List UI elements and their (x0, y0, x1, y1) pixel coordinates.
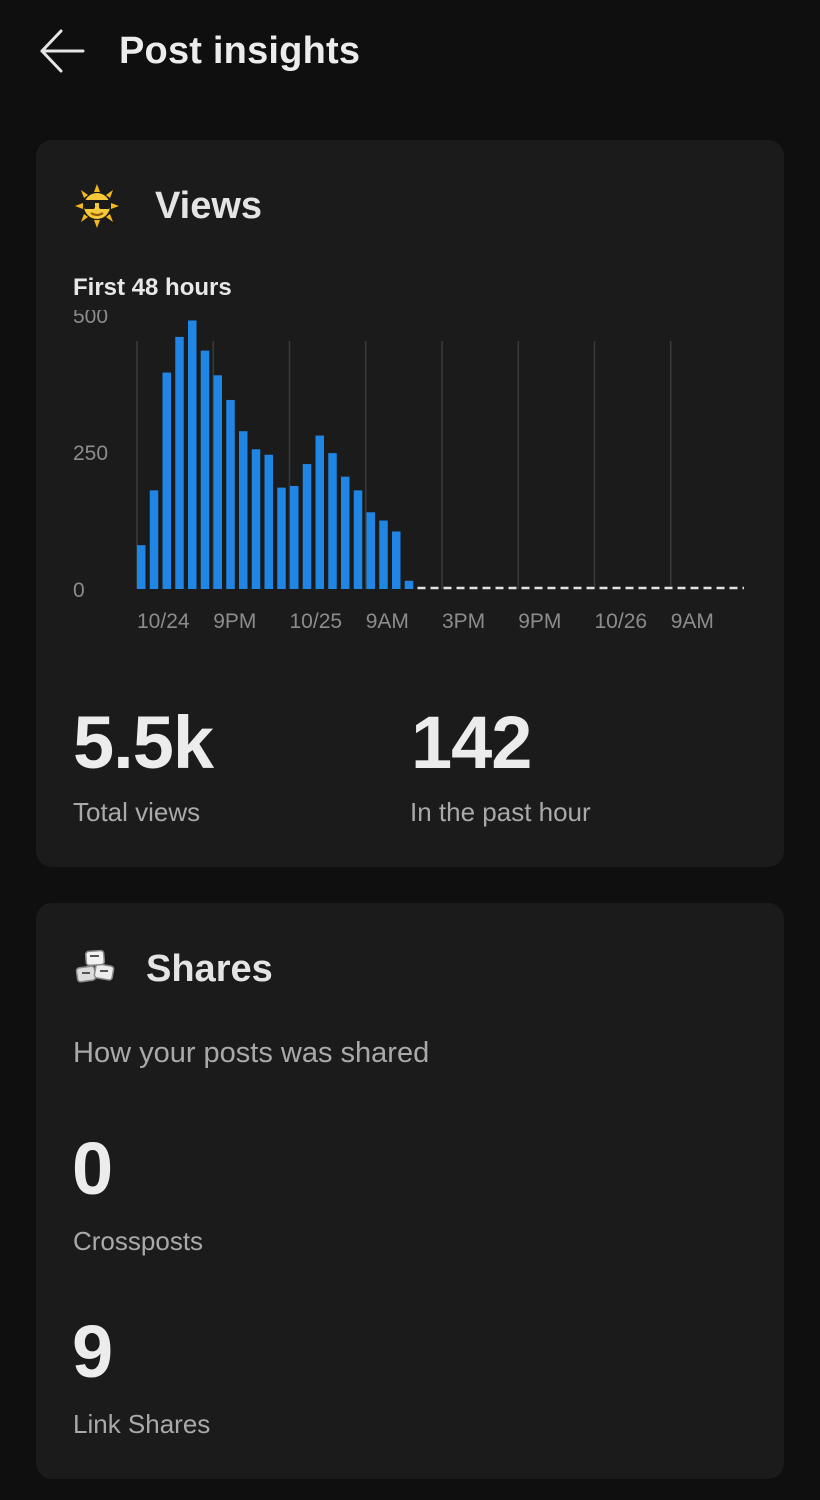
crossposts-label: Crossposts (73, 1226, 204, 1256)
chart-bar (277, 487, 286, 589)
chart-bar (366, 512, 375, 589)
total-views-value: 5.5k (73, 701, 214, 784)
past-hour-views-label: In the past hour (410, 797, 591, 827)
chart-bar (239, 431, 248, 589)
chart-bar (188, 320, 197, 589)
crossposts-value: 0 (72, 1127, 113, 1210)
chart-bar (379, 520, 388, 589)
sun-with-sunglasses-icon (73, 184, 121, 228)
chart-bar (200, 350, 210, 589)
chart-bar (392, 531, 401, 589)
chart-bar (226, 399, 235, 589)
share-stack-icon (73, 947, 121, 987)
y-tick-label: 500 (73, 310, 108, 328)
x-tick-label: 9AM (671, 610, 714, 633)
back-button[interactable] (34, 26, 90, 82)
y-tick-label: 250 (73, 442, 108, 465)
y-tick-label: 0 (73, 579, 85, 602)
chart-bar (341, 476, 350, 589)
top-app-bar: Post insights (0, 0, 820, 110)
shares-title: Shares (146, 948, 273, 990)
chart-subtitle: First 48 hours (73, 274, 232, 301)
x-tick-label: 10/26 (595, 610, 648, 633)
x-tick-label: 9PM (213, 610, 256, 633)
chart-bar (315, 435, 324, 589)
link-shares-label: Link Shares (73, 1409, 211, 1439)
shares-card: Shares How your posts was shared 0 Cross… (36, 903, 784, 1479)
chart-bar (175, 336, 184, 589)
chart-bar (149, 490, 159, 589)
x-tick-label: 3PM (442, 610, 485, 633)
x-tick-label: 9AM (366, 610, 409, 633)
chart-bar (137, 545, 146, 589)
x-tick-label: 10/24 (137, 610, 190, 633)
chart-bar (302, 464, 312, 589)
shares-subtitle: How your posts was shared (73, 1037, 430, 1069)
page-title: Post insights (119, 30, 361, 72)
chart-bar (353, 490, 363, 589)
past-hour-views-value: 142 (411, 701, 532, 784)
arrow-left-icon (40, 29, 85, 73)
chart-bar (328, 453, 337, 589)
views-card: Views First 48 hours 0 250 500 10/24 9PM 10/2… (36, 140, 784, 867)
chart-bar (404, 580, 414, 589)
x-tick-label: 10/25 (290, 610, 343, 633)
x-tick-label: 9PM (518, 610, 561, 633)
chart-bar (290, 485, 299, 589)
chart-bar (251, 449, 261, 589)
views-title: Views (155, 185, 263, 227)
link-shares-value: 9 (72, 1310, 113, 1393)
views-bar-chart: 0 250 500 10/24 9PM 10/25 9AM 3PM 9PM 10/26 9AM (73, 310, 744, 633)
total-views-label: Total views (73, 797, 201, 827)
chart-bar (213, 375, 222, 589)
chart-bar (264, 454, 273, 589)
chart-bar (162, 372, 171, 589)
